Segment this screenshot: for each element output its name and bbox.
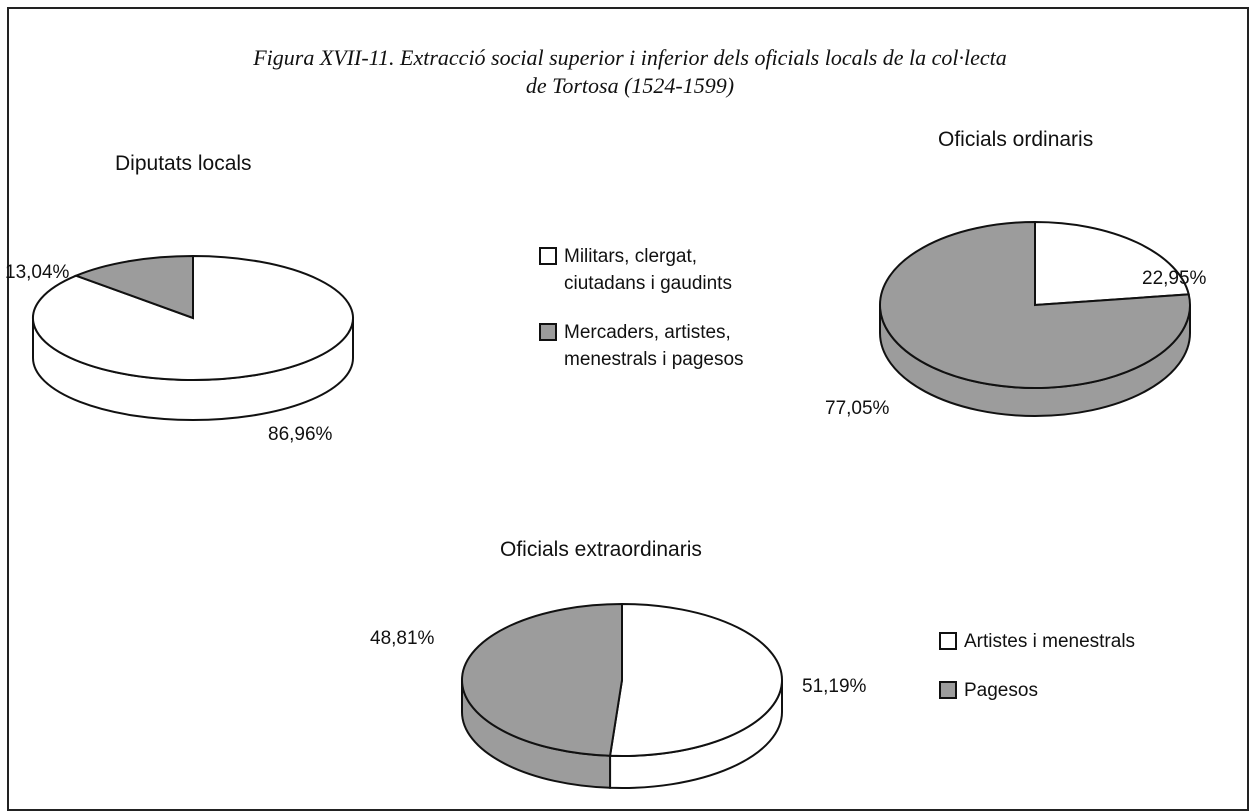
data-label: 48,81% xyxy=(370,628,435,649)
pie-title: Diputats locals xyxy=(115,152,252,175)
legend-label: Militars, clergat, ciutadans i gaudints xyxy=(564,246,732,294)
legend-swatch xyxy=(539,247,557,265)
pie-slice xyxy=(608,602,783,757)
pie-slice xyxy=(1034,220,1190,307)
frame xyxy=(7,7,1249,811)
pie-title: Oficials ordinaris xyxy=(938,128,1094,151)
legend-swatch xyxy=(939,681,957,699)
legend-swatch xyxy=(539,323,557,341)
data-label: 22,95% xyxy=(1142,268,1207,289)
legend-swatch xyxy=(939,632,957,650)
pie-slice xyxy=(73,254,194,320)
legend-label: Artistes i menestrals xyxy=(964,631,1136,652)
legend-label: Mercaders, artistes, menestrals i pageso… xyxy=(564,322,744,370)
data-label: 77,05% xyxy=(825,398,890,419)
legend-label: Pagesos xyxy=(964,680,1038,701)
pie-slice xyxy=(879,220,1192,389)
pie-slice xyxy=(460,602,623,757)
data-label: 51,19% xyxy=(802,676,867,697)
data-label: 13,04% xyxy=(5,262,70,283)
chart-title: Figura XVII-11. Extracció social superio… xyxy=(253,45,1007,98)
pie-title: Oficials extraordinaris xyxy=(500,538,702,561)
data-label: 86,96% xyxy=(268,424,333,445)
